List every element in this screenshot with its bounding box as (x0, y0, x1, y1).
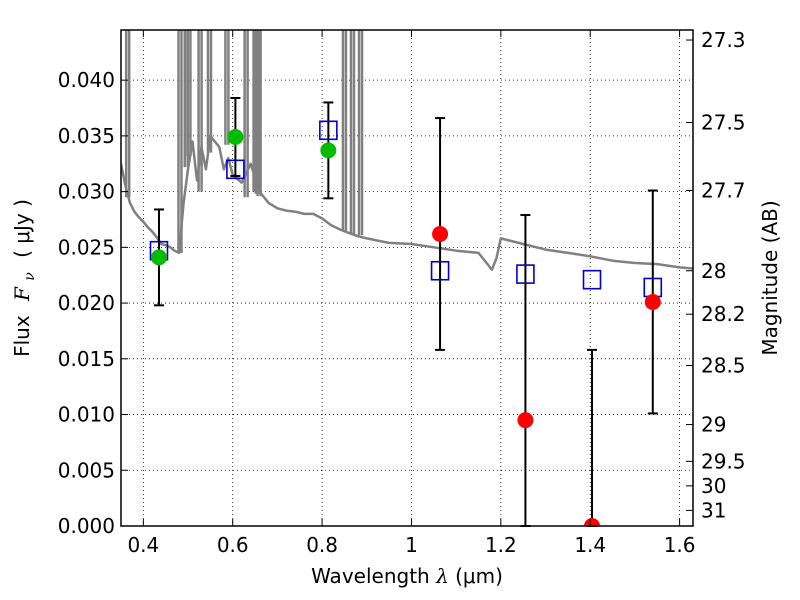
axis-ticks: 0.4 0.6 0.8 1 1.2 1.4 1.6 0.000 0.005 0.010 0.015 0… (58, 28, 746, 557)
right-tick-label: 27.3 (701, 28, 746, 52)
spectrum-curve (121, 134, 693, 271)
y-tick-label: 0.005 (58, 458, 115, 482)
right-axis-label: Magnitude (AB) (758, 200, 782, 355)
right-tick-label: 28.5 (701, 353, 746, 377)
emission-line-spike (206, 30, 213, 153)
x-axis-label-symbol: λ (435, 564, 449, 588)
x-tick-label: 0.4 (127, 533, 159, 557)
x-tick-label: 1.2 (485, 533, 517, 557)
y-tick-label: 0.030 (58, 180, 115, 204)
x-tick-label: 0.8 (306, 533, 338, 557)
right-tick-label: 27.5 (701, 111, 746, 135)
right-tick-label: 29 (701, 413, 726, 437)
flux-point (227, 129, 244, 146)
flux-point (584, 518, 601, 526)
y-axis-label: Flux F ν ( μJy ) (10, 199, 39, 357)
plot-frame (120, 29, 694, 527)
y-tick-label: 0.015 (58, 347, 115, 371)
data-markers (149, 120, 663, 526)
flux-point (644, 293, 661, 310)
y-tick-label: 0.040 (58, 68, 115, 92)
emission-line-spike (357, 30, 364, 236)
emission-line-spike (197, 30, 203, 192)
emission-line-spike (224, 30, 230, 145)
emission-line-spike (186, 30, 192, 156)
flux-point (432, 225, 449, 242)
right-tick-label: 29.5 (701, 449, 746, 473)
emission-line-spike (256, 30, 262, 197)
flux-point (517, 412, 534, 429)
x-axis-label: Wavelength λ (μm) (311, 564, 503, 588)
model-flux-square (516, 264, 535, 284)
x-tick-label: 1.6 (664, 533, 696, 557)
right-tick-label: 28.2 (701, 302, 746, 326)
right-tick-label: 27.7 (701, 179, 746, 203)
emission-line-spike (349, 30, 356, 234)
emission-line-spike (341, 30, 348, 231)
model-flux-square (430, 260, 450, 281)
y-tick-label: 0.025 (58, 235, 115, 259)
right-tick-label: 30 (701, 474, 726, 498)
y-tick-label: 0.000 (58, 514, 115, 538)
y-axis-label-unit: ( μJy ) (10, 199, 34, 258)
x-tick-label: 0.6 (217, 533, 249, 557)
model-flux-square (319, 120, 338, 141)
x-tick-label: 1.4 (574, 533, 606, 557)
flux-point (320, 142, 337, 159)
y-tick-label: 0.010 (58, 403, 115, 427)
x-axis-label-prefix: Wavelength (311, 564, 430, 588)
emission-line-spike (177, 30, 183, 253)
y-axis-label-prefix: Flux (10, 315, 34, 357)
model-flux-square (226, 159, 245, 180)
right-tick-label: 31 (701, 498, 726, 522)
flux-point (150, 249, 167, 266)
x-tick-label: 1 (405, 533, 418, 557)
y-axis-label-subscript: ν (22, 272, 38, 281)
x-axis-label-unit: (μm) (455, 564, 503, 588)
y-tick-label: 0.035 (58, 124, 115, 148)
spectrum-line (121, 30, 693, 271)
right-tick-label: 28 (701, 259, 726, 283)
y-tick-label: 0.020 (58, 291, 115, 315)
y-axis-label-symbol: F (10, 286, 34, 302)
emission-line-spike (124, 30, 131, 198)
model-flux-square (582, 269, 602, 290)
